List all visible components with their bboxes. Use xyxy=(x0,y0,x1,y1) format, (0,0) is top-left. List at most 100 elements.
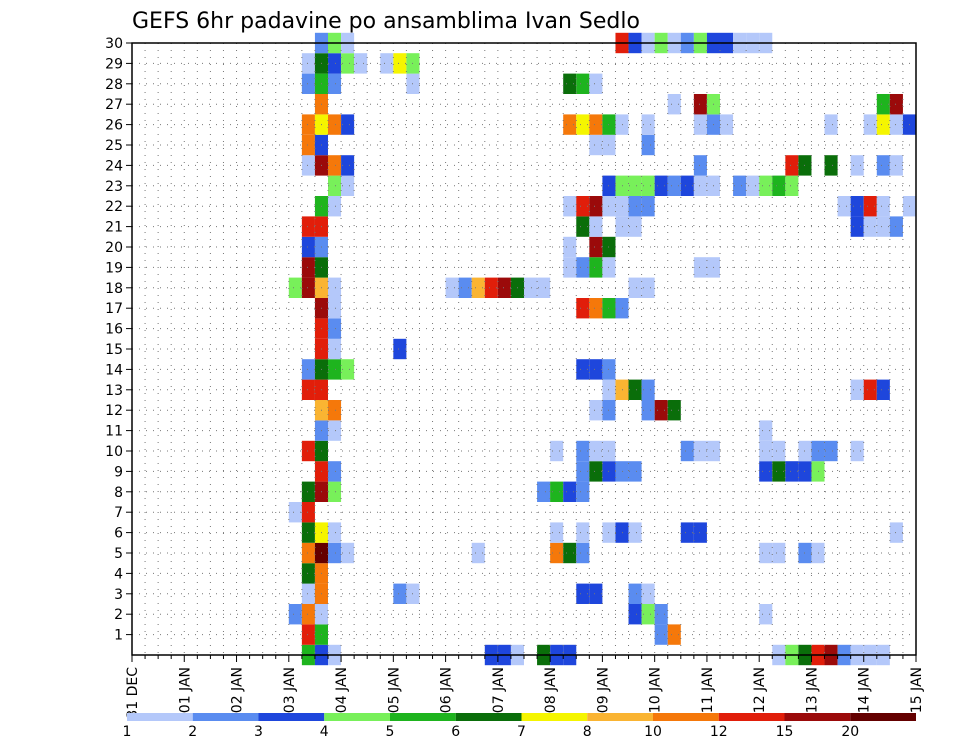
precip-cell xyxy=(328,359,342,380)
precip-cell xyxy=(341,155,355,176)
precip-cell xyxy=(341,542,355,564)
y-tick-label: 5 xyxy=(114,546,123,562)
x-tick-label: 06 JAN xyxy=(439,667,455,713)
precip-cell xyxy=(628,196,642,217)
precip-cell xyxy=(759,440,773,462)
precip-cell xyxy=(328,522,342,543)
precip-cell xyxy=(341,359,355,380)
precip-cell xyxy=(641,114,655,135)
y-tick-label: 23 xyxy=(105,179,123,195)
precip-cell xyxy=(328,481,342,502)
precip-cell xyxy=(301,481,315,502)
precip-cell xyxy=(563,542,577,564)
colorbar-swatch xyxy=(587,713,653,721)
colorbar-swatch xyxy=(455,713,522,721)
precip-cell xyxy=(301,114,315,135)
x-tick-label: 09 JAN xyxy=(595,667,611,713)
x-tick-label: 05 JAN xyxy=(386,667,402,713)
precip-cell xyxy=(576,583,590,604)
precip-cell xyxy=(301,257,315,278)
precip-cell xyxy=(641,604,655,625)
precip-cell xyxy=(288,604,302,625)
y-tick-label: 29 xyxy=(105,56,123,72)
precip-cell xyxy=(328,114,342,135)
precip-cell xyxy=(876,94,890,115)
precip-cell xyxy=(589,114,603,135)
y-tick-label: 15 xyxy=(105,342,123,358)
precip-cell xyxy=(328,318,342,339)
x-tick-label: 07 JAN xyxy=(491,667,507,713)
precip-cell xyxy=(576,359,590,380)
precip-cell xyxy=(576,257,590,278)
precip-cell xyxy=(693,114,707,135)
precip-cell xyxy=(328,461,342,482)
precip-cell xyxy=(589,298,603,319)
precip-cell xyxy=(693,257,707,278)
colorbar: 1 2 3 4 5 6 7 8 10 12 15 20 xyxy=(123,713,916,740)
grid-lines xyxy=(132,42,916,655)
precip-cell xyxy=(288,502,302,523)
precip-cell xyxy=(301,134,315,156)
precip-cell xyxy=(301,563,315,584)
y-tick-label: 30 xyxy=(105,36,123,52)
precip-cell xyxy=(328,400,342,421)
precip-cell xyxy=(850,216,864,237)
precip-cell xyxy=(328,53,342,74)
precip-cell xyxy=(680,522,694,543)
y-tick-label: 26 xyxy=(105,118,123,134)
precip-cell xyxy=(354,53,368,74)
precip-cell xyxy=(693,175,707,196)
precip-cell xyxy=(733,175,747,196)
colorbar-label: 2 xyxy=(188,724,197,740)
precip-cell xyxy=(589,359,603,380)
precip-cell xyxy=(576,461,590,482)
precip-cell xyxy=(641,379,655,400)
colorbar-swatch xyxy=(521,713,588,721)
precip-cell xyxy=(641,583,655,604)
precip-cell xyxy=(889,155,903,176)
y-tick-label: 28 xyxy=(105,77,123,93)
precip-cell xyxy=(471,542,485,564)
x-tick-label: 11 JAN xyxy=(700,667,716,713)
precip-cell xyxy=(550,542,564,564)
precip-cell xyxy=(301,502,315,523)
precip-cell xyxy=(759,604,773,625)
precip-cell xyxy=(628,604,642,625)
precip-cell xyxy=(641,400,655,421)
precip-cell xyxy=(693,440,707,462)
precip-cell xyxy=(693,522,707,543)
precip-cell xyxy=(876,155,890,176)
precip-cell xyxy=(288,277,302,298)
colorbar-swatch xyxy=(850,713,916,721)
precip-cell xyxy=(341,175,355,196)
colorbar-swatch xyxy=(192,713,259,721)
precip-cell xyxy=(720,114,734,135)
precip-cell xyxy=(484,277,498,298)
x-tick-label: 12 JAN xyxy=(752,667,768,713)
precip-cell xyxy=(667,400,681,421)
colorbar-label: 8 xyxy=(583,724,592,740)
precip-cell xyxy=(576,542,590,564)
colorbar-swatch xyxy=(258,713,325,721)
precip-cell xyxy=(589,216,603,237)
y-tick-label: 19 xyxy=(105,260,123,276)
precip-cell xyxy=(863,216,877,237)
precip-cell xyxy=(785,155,799,176)
precip-cell xyxy=(301,522,315,543)
y-tick-label: 13 xyxy=(105,383,123,399)
colorbar-label: 20 xyxy=(841,724,859,740)
precip-cell xyxy=(576,440,590,462)
precip-cell xyxy=(341,53,355,74)
colorbar-label: 10 xyxy=(644,724,662,740)
precip-cell xyxy=(537,277,551,298)
precip-cell xyxy=(589,134,603,156)
precip-cell xyxy=(550,440,564,462)
colorbar-label: 5 xyxy=(386,724,395,740)
precip-cell xyxy=(772,461,786,482)
precip-cell xyxy=(850,379,864,400)
precip-cell xyxy=(824,114,838,135)
precip-cell xyxy=(641,134,655,156)
precip-cell xyxy=(576,216,590,237)
colorbar-label: 7 xyxy=(517,724,526,740)
y-tick-label: 18 xyxy=(105,281,123,297)
